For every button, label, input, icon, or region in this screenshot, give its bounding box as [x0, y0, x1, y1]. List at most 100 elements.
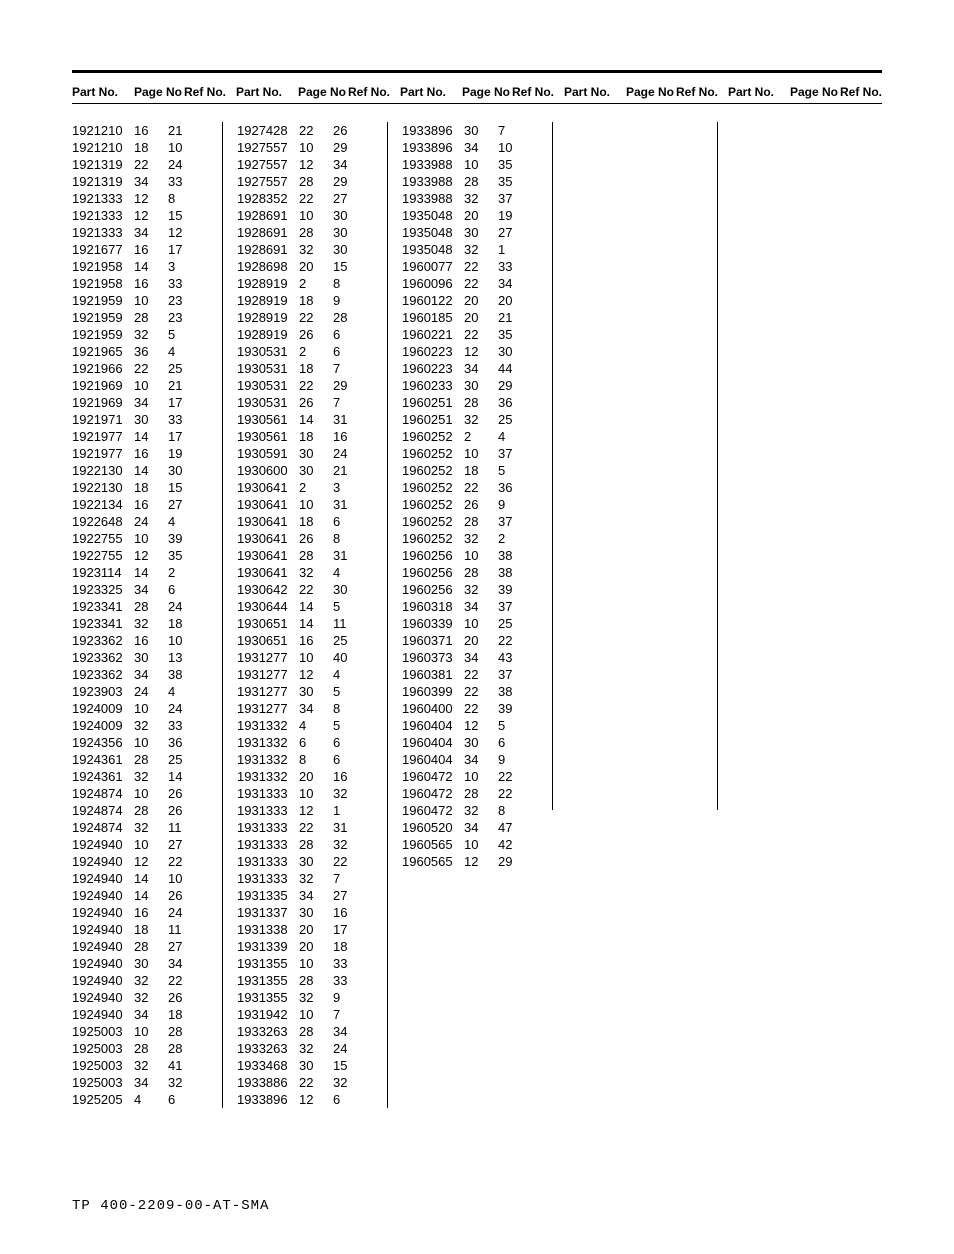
table-row: 19286911030: [237, 207, 381, 224]
table-row: 19213192224: [72, 156, 216, 173]
cell-pageno: 28: [299, 547, 333, 564]
cell-refno: 39: [498, 581, 546, 598]
cell-refno: 30: [168, 462, 216, 479]
table-row: 19249401222: [72, 853, 216, 870]
cell-partno: 1921677: [72, 241, 134, 258]
cell-pageno: 12: [299, 802, 333, 819]
data-column: 1933896307193389634101933988103519339882…: [402, 122, 546, 1108]
cell-partno: 1928919: [237, 309, 299, 326]
cell-refno: 1: [333, 802, 381, 819]
cell-pageno: 4: [134, 1091, 168, 1108]
table-row: 19233413218: [72, 615, 216, 632]
table-row: 1960404349: [402, 751, 546, 768]
cell-pageno: 16: [134, 275, 168, 292]
cell-pageno: 4: [299, 717, 333, 734]
table-row: 19603391025: [402, 615, 546, 632]
cell-refno: 4: [498, 428, 546, 445]
cell-pageno: 30: [134, 649, 168, 666]
cell-partno: 1925003: [72, 1057, 134, 1074]
table-row: 19603712022: [402, 632, 546, 649]
table-row: 19339883237: [402, 190, 546, 207]
table-row: 19605203447: [402, 819, 546, 836]
cell-pageno: 32: [134, 717, 168, 734]
cell-refno: 35: [498, 173, 546, 190]
cell-pageno: 10: [134, 377, 168, 394]
cell-refno: 30: [498, 343, 546, 360]
table-row: 1921965364: [72, 343, 216, 360]
cell-pageno: 10: [299, 649, 333, 666]
cell-partno: 1921977: [72, 428, 134, 445]
cell-pageno: 32: [134, 615, 168, 632]
cell-partno: 1928919: [237, 275, 299, 292]
cell-partno: 1924874: [72, 802, 134, 819]
cell-partno: 1960404: [402, 734, 464, 751]
header-pageno: Page No: [134, 85, 184, 99]
cell-pageno: 20: [464, 207, 498, 224]
cell-partno: 1930531: [237, 377, 299, 394]
cell-partno: 1960381: [402, 666, 464, 683]
cell-partno: 1931333: [237, 853, 299, 870]
cell-refno: 41: [168, 1057, 216, 1074]
cell-partno: 1931277: [237, 700, 299, 717]
table-row: 1933896126: [237, 1091, 381, 1108]
cell-refno: 43: [498, 649, 546, 666]
cell-refno: 6: [168, 1091, 216, 1108]
cell-refno: 32: [333, 1074, 381, 1091]
table-row: 19332633224: [237, 1040, 381, 1057]
cell-pageno: 20: [299, 921, 333, 938]
cell-refno: 33: [168, 411, 216, 428]
cell-partno: 1960252: [402, 479, 464, 496]
table-row: 193133245: [237, 717, 381, 734]
cell-pageno: 18: [299, 428, 333, 445]
table-row: 19275571029: [237, 139, 381, 156]
cell-partno: 1960096: [402, 275, 464, 292]
cell-partno: 1930641: [237, 564, 299, 581]
cell-refno: 22: [168, 972, 216, 989]
cell-refno: 25: [498, 615, 546, 632]
cell-pageno: 14: [134, 258, 168, 275]
header-pageno: Page No: [626, 85, 676, 99]
cell-refno: 27: [168, 938, 216, 955]
cell-refno: 21: [168, 122, 216, 139]
cell-partno: 1935048: [402, 207, 464, 224]
table-row: 19286913230: [237, 241, 381, 258]
table-row: 19313331032: [237, 785, 381, 802]
cell-pageno: 16: [134, 496, 168, 513]
cell-refno: 24: [168, 598, 216, 615]
cell-partno: 1924940: [72, 938, 134, 955]
cell-pageno: 10: [464, 836, 498, 853]
cell-partno: 1960223: [402, 343, 464, 360]
cell-refno: 1: [498, 241, 546, 258]
cell-partno: 1933468: [237, 1057, 299, 1074]
cell-partno: 1935048: [402, 241, 464, 258]
table-row: 19601852021: [402, 309, 546, 326]
cell-partno: 1960520: [402, 819, 464, 836]
cell-pageno: 10: [299, 955, 333, 972]
cell-refno: 5: [168, 326, 216, 343]
cell-pageno: 36: [134, 343, 168, 360]
cell-refno: 7: [333, 360, 381, 377]
cell-refno: 17: [168, 394, 216, 411]
cell-partno: 1960233: [402, 377, 464, 394]
header-pageno: Page No: [462, 85, 512, 99]
cell-pageno: 6: [299, 734, 333, 751]
table-row: 19601222020: [402, 292, 546, 309]
cell-refno: 24: [168, 904, 216, 921]
cell-refno: 35: [498, 156, 546, 173]
table-row: 1923325346: [72, 581, 216, 598]
cell-pageno: 14: [134, 428, 168, 445]
table-row: 19339882835: [402, 173, 546, 190]
cell-partno: 1960404: [402, 717, 464, 734]
cell-refno: 23: [168, 292, 216, 309]
cell-refno: 33: [168, 275, 216, 292]
table-row: 19305611816: [237, 428, 381, 445]
cell-pageno: 30: [134, 955, 168, 972]
cell-refno: 29: [498, 853, 546, 870]
cell-refno: 34: [333, 156, 381, 173]
cell-partno: 1921333: [72, 224, 134, 241]
table-row: 19306411031: [237, 496, 381, 513]
table-row: 1923903244: [72, 683, 216, 700]
table-row: 193064123: [237, 479, 381, 496]
cell-pageno: 30: [299, 904, 333, 921]
cell-partno: 1931332: [237, 717, 299, 734]
